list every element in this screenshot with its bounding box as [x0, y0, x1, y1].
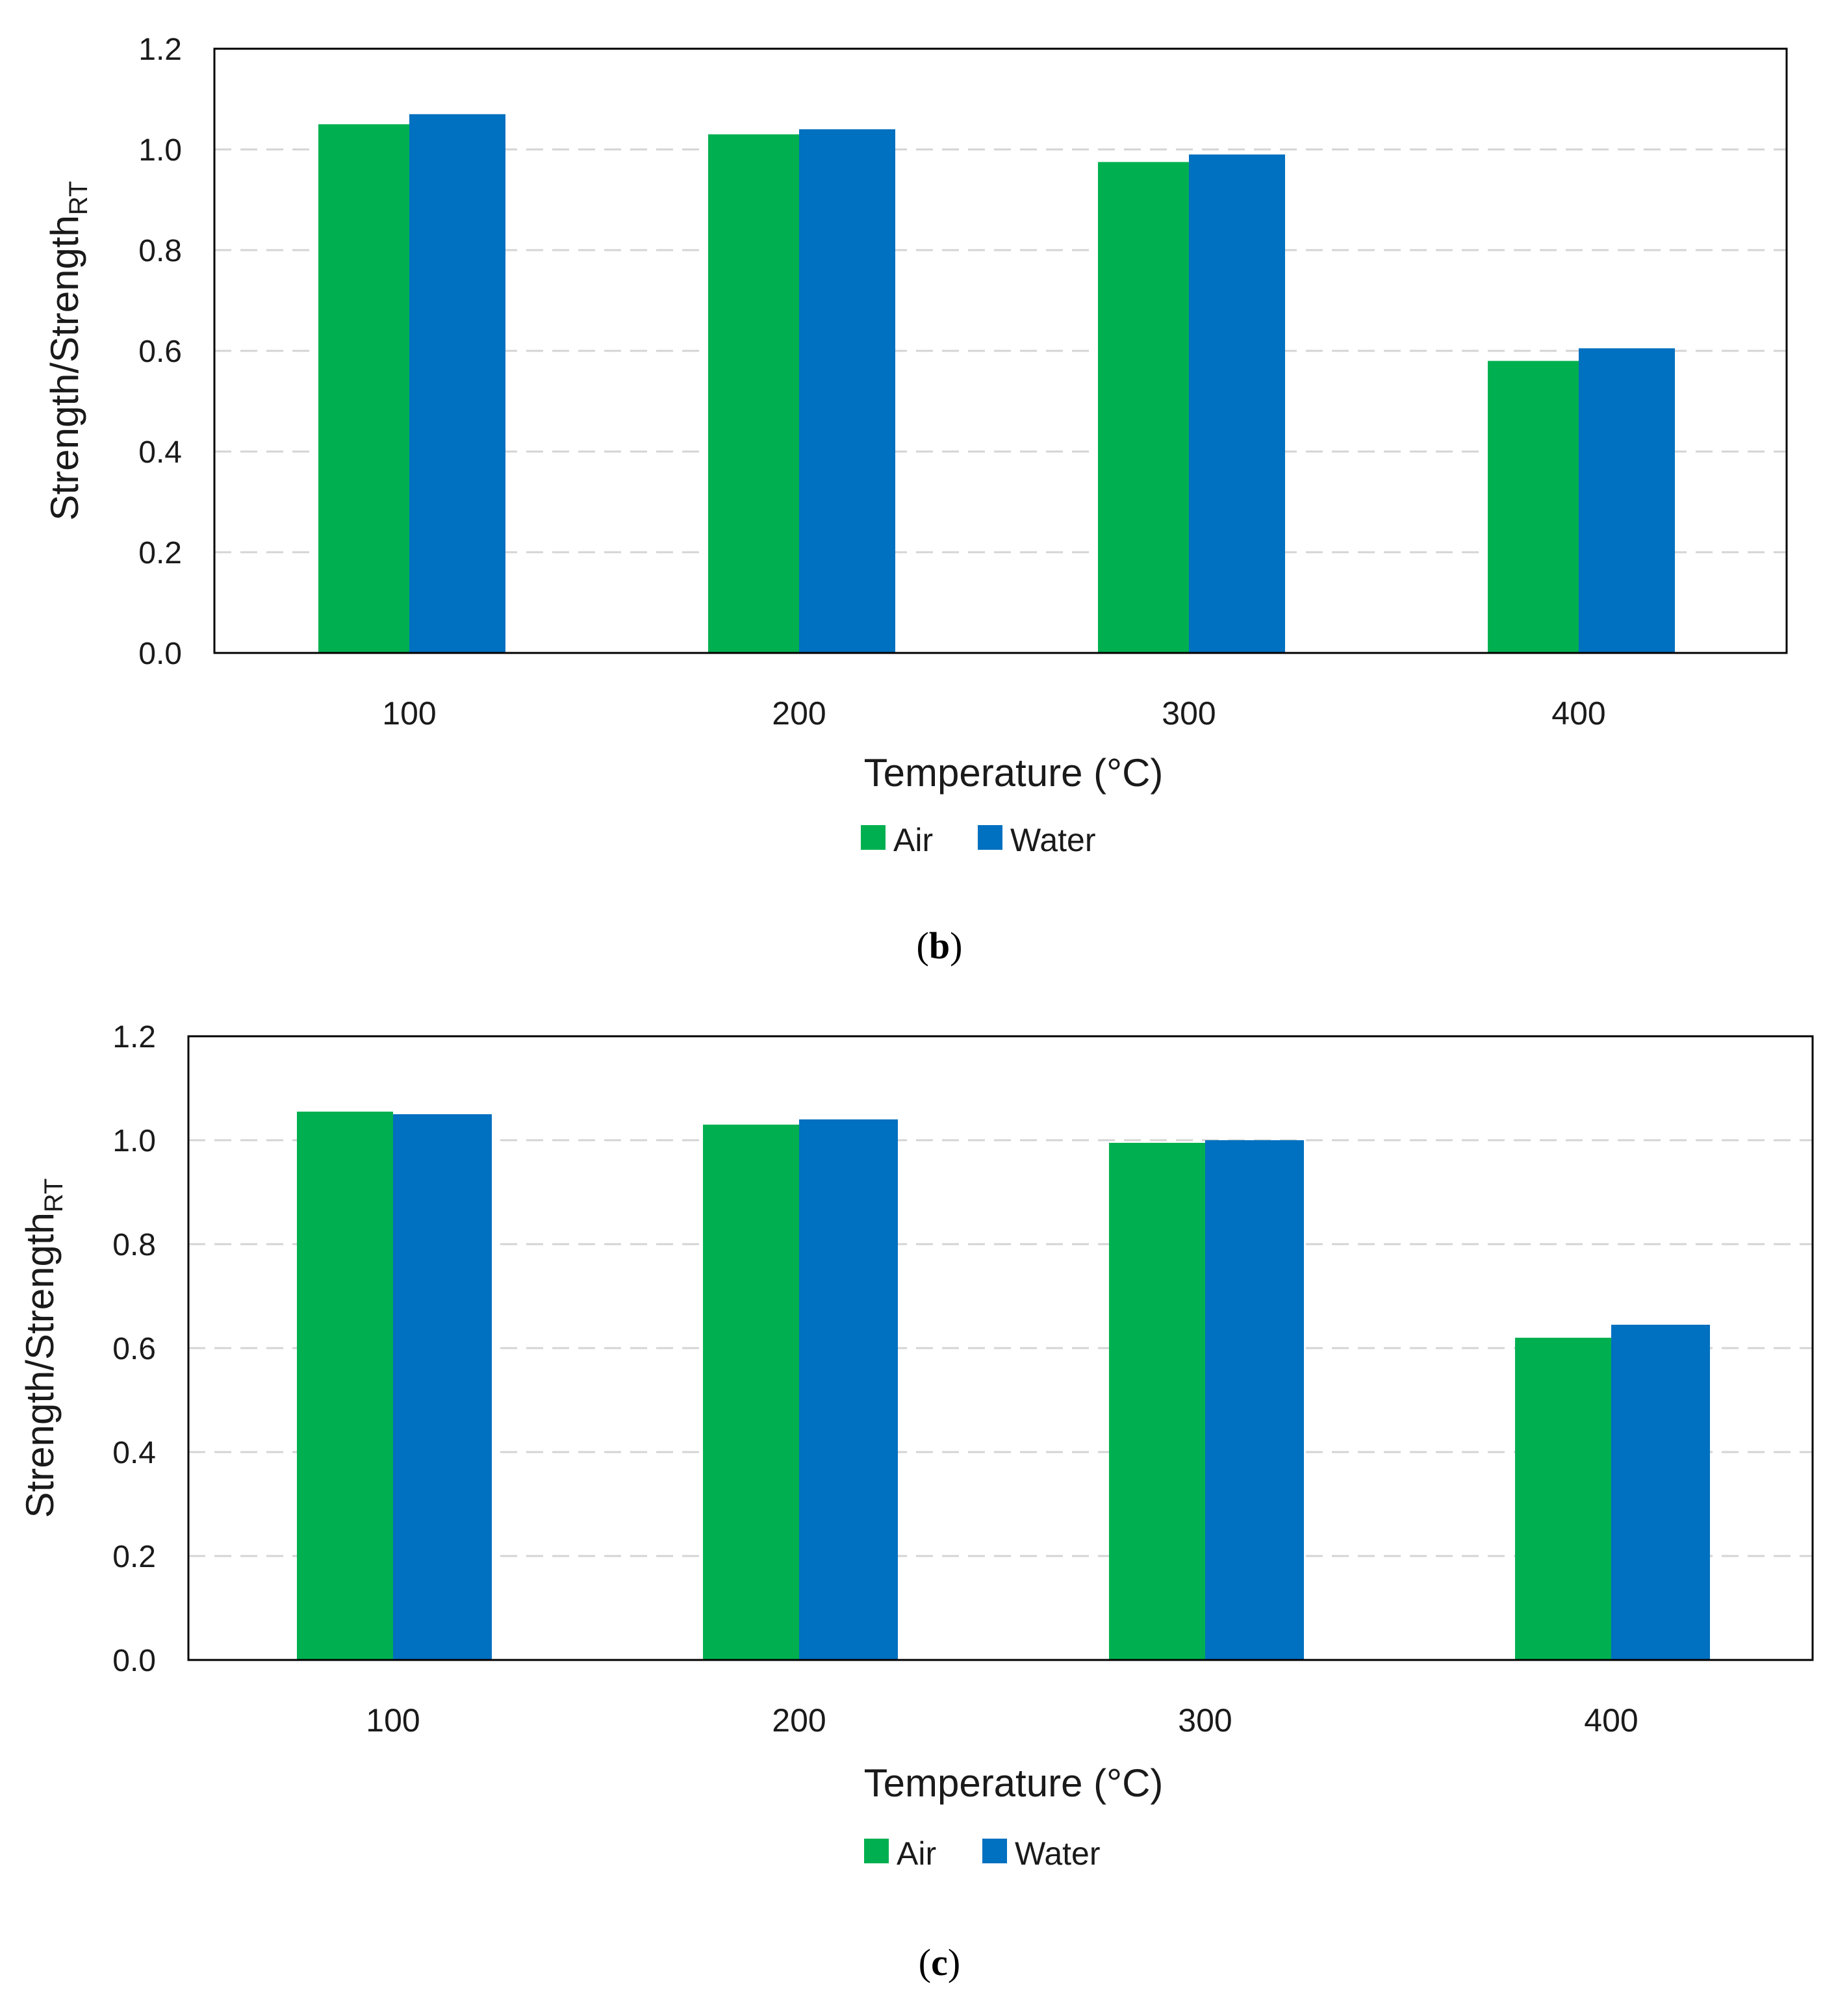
y-tick-label: 0.0 — [112, 1644, 156, 1678]
legend: Air Water — [861, 822, 1096, 858]
legend-label-air: Air — [897, 1835, 936, 1872]
bar-air-400 — [1488, 361, 1579, 653]
bar-water-300 — [1205, 1140, 1304, 1660]
x-tick-label: 100 — [382, 695, 436, 732]
y-tick-label: 0.8 — [138, 234, 182, 268]
caption-close-paren: ) — [950, 925, 962, 967]
legend-swatch-air — [861, 825, 886, 850]
y-axis-title-subscript: RT — [64, 181, 93, 216]
plot-area — [187, 1035, 1814, 1661]
caption-close-paren: ) — [948, 1941, 960, 1984]
legend-label-air: Air — [893, 822, 933, 858]
y-axis-title-main: Strength/Strength — [43, 215, 86, 520]
bar-air-200 — [703, 1125, 799, 1660]
y-tick-label: 0.8 — [112, 1228, 156, 1262]
chart-panel-b: 0.0 0.2 0.4 0.6 0.8 1.0 1.2 100 200 300 400 Tempera… — [43, 32, 1788, 967]
legend-label-water: Water — [1015, 1835, 1101, 1872]
bar-air-100 — [318, 124, 409, 653]
x-tick-label: 200 — [772, 695, 826, 732]
x-tick-label: 400 — [1584, 1702, 1638, 1739]
panel-caption-c: (c) — [919, 1941, 960, 1984]
y-tick-label: 0.6 — [138, 335, 182, 369]
legend: Air Water — [864, 1835, 1101, 1872]
caption-open-paren: ( — [919, 1941, 931, 1984]
y-tick-label: 1.0 — [138, 133, 182, 168]
y-axis-title: Strength/StrengthRT — [43, 181, 93, 521]
bar-water-200 — [799, 1119, 898, 1660]
y-axis-title: Strength/StrengthRT — [18, 1179, 68, 1518]
y-tick-label: 1.2 — [112, 1020, 156, 1054]
y-tick-label: 0.0 — [138, 637, 182, 671]
x-tick-label: 100 — [366, 1702, 420, 1739]
legend-swatch-air — [864, 1839, 889, 1863]
y-axis-title-main: Strength/Strength — [18, 1212, 62, 1518]
bar-water-200 — [799, 129, 895, 653]
bar-air-300 — [1109, 1143, 1205, 1660]
bar-water-400 — [1611, 1325, 1710, 1660]
caption-letter: c — [931, 1941, 948, 1984]
y-tick-label: 1.2 — [138, 32, 182, 67]
x-tick-label: 200 — [772, 1702, 826, 1739]
bar-air-300 — [1098, 162, 1189, 653]
plot-area — [213, 47, 1788, 654]
bar-water-400 — [1579, 348, 1675, 653]
caption-open-paren: ( — [917, 925, 929, 967]
legend-swatch-water — [978, 825, 1002, 850]
y-tick-label: 0.6 — [112, 1332, 156, 1366]
legend-swatch-water — [982, 1839, 1007, 1863]
y-tick-label: 0.4 — [138, 435, 182, 470]
bar-air-100 — [297, 1112, 393, 1660]
y-tick-label: 0.2 — [112, 1540, 156, 1574]
legend-label-water: Water — [1010, 822, 1096, 858]
y-tick-label: 0.4 — [112, 1436, 156, 1470]
bar-air-400 — [1515, 1338, 1611, 1660]
y-axis-title-subscript: RT — [40, 1179, 68, 1213]
y-tick-label: 1.0 — [112, 1124, 156, 1158]
caption-letter: b — [929, 925, 950, 967]
bar-water-100 — [409, 114, 505, 653]
bar-air-200 — [708, 134, 799, 653]
x-tick-label: 300 — [1178, 1702, 1232, 1739]
x-tick-label: 300 — [1162, 695, 1216, 732]
x-axis-title: Temperature (°C) — [864, 751, 1164, 795]
bar-water-300 — [1189, 154, 1285, 653]
bar-water-100 — [393, 1114, 492, 1660]
x-tick-label: 400 — [1551, 695, 1605, 732]
chart-panel-c: 0.0 0.2 0.4 0.6 0.8 1.0 1.2 100 200 300 400 Tempera… — [18, 1020, 1814, 1984]
panel-caption-b: (b) — [917, 925, 963, 967]
y-tick-label: 0.2 — [138, 536, 182, 570]
x-axis-title: Temperature (°C) — [864, 1761, 1164, 1805]
